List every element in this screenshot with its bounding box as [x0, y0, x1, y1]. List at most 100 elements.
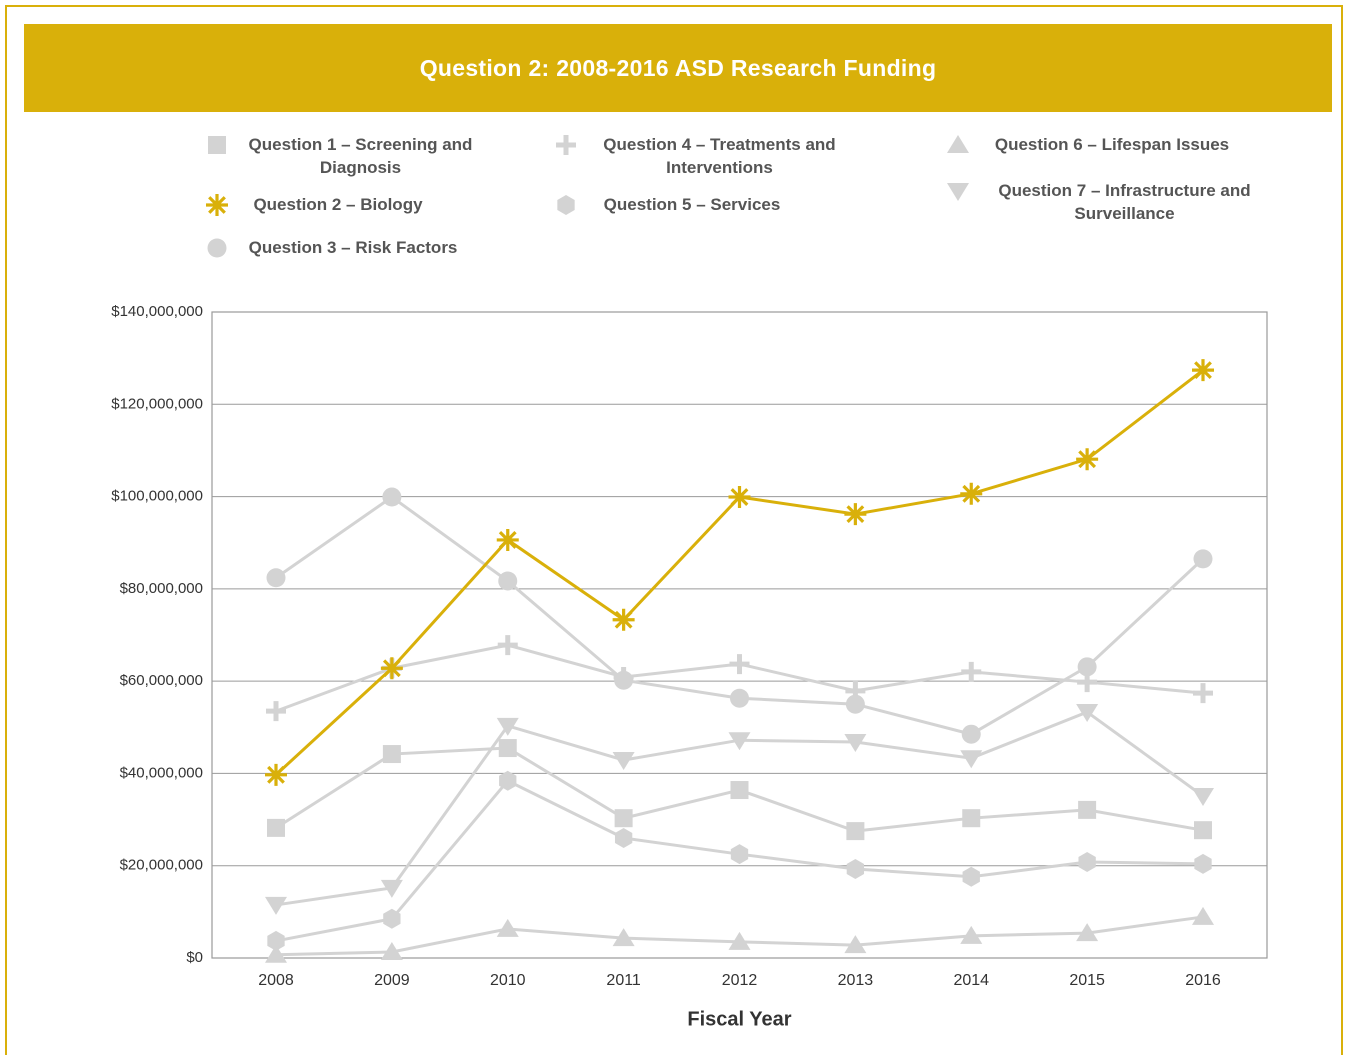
data-point: [730, 844, 749, 865]
data-point: [266, 568, 286, 588]
x-tick-label: 2010: [490, 972, 526, 989]
data-point: [1194, 821, 1212, 840]
legend-marker: [947, 183, 969, 201]
y-tick-label: $20,000,000: [120, 857, 203, 874]
data-point: [961, 724, 981, 744]
data-point: [498, 739, 517, 758]
legend-label: Question 5 – Services: [603, 195, 781, 214]
data-point: [612, 752, 635, 771]
data-point: [380, 942, 403, 961]
data-point: [846, 858, 865, 879]
data-point: [383, 908, 401, 929]
legend-label: Question 1 – Screening and Diagnosis: [248, 135, 473, 177]
data-point: [496, 717, 519, 736]
data-point: [962, 866, 980, 887]
data-point: [728, 931, 751, 950]
y-tick-label: $140,000,000: [111, 303, 203, 320]
legend-marker: [207, 238, 227, 258]
data-point: [728, 732, 751, 751]
plot-border: [211, 311, 1268, 959]
data-point: [845, 680, 866, 701]
data-point: [612, 608, 635, 631]
data-point: [496, 918, 519, 937]
data-point: [499, 770, 517, 791]
x-tick-label: 2009: [374, 972, 410, 989]
legend-label: Question 4 – Treatments and Intervention…: [603, 135, 836, 177]
data-point: [497, 635, 518, 656]
data-point: [382, 487, 402, 507]
data-point: [1077, 657, 1097, 677]
data-point: [380, 657, 403, 680]
data-point: [265, 944, 287, 963]
legend-label: Question 2 – Biology: [253, 195, 423, 214]
data-point: [960, 925, 983, 944]
data-point: [846, 822, 865, 841]
data-point: [728, 486, 751, 509]
data-point: [498, 571, 518, 591]
data-point: [1192, 906, 1214, 925]
data-point: [962, 809, 981, 828]
legend-marker: [947, 135, 969, 153]
data-point: [730, 688, 749, 708]
data-point: [1193, 683, 1213, 704]
legend-marker: [556, 135, 576, 155]
data-point: [1193, 549, 1213, 569]
x-tick-label: 2015: [1069, 972, 1105, 989]
y-tick-label: $40,000,000: [120, 764, 203, 781]
x-tick-label: 2013: [838, 972, 874, 989]
series: [265, 359, 1214, 786]
data-point: [380, 879, 403, 898]
x-tick-label: 2012: [722, 972, 758, 989]
data-point: [729, 654, 750, 675]
data-point: [266, 701, 286, 722]
x-tick-label: 2008: [258, 972, 294, 989]
data-point: [612, 928, 635, 947]
data-point: [1192, 359, 1214, 382]
data-point: [960, 482, 983, 505]
data-point: [382, 745, 401, 764]
y-tick-label: $0: [186, 949, 203, 966]
series: [267, 770, 1212, 951]
x-tick-label: 2014: [953, 972, 989, 989]
series: [265, 906, 1214, 963]
series: [266, 487, 1213, 744]
data-point: [960, 750, 983, 769]
data-point: [845, 694, 865, 714]
series: [265, 704, 1214, 915]
legend-label: Question 7 – Infrastructure and Surveill…: [998, 181, 1251, 223]
y-tick-label: $80,000,000: [120, 580, 203, 597]
legend-marker: [208, 136, 226, 154]
y-tick-label: $100,000,000: [111, 488, 203, 505]
x-tick-label: 2011: [606, 972, 641, 989]
data-point: [844, 734, 867, 753]
data-point: [1076, 448, 1099, 471]
data-point: [1076, 923, 1099, 942]
data-point: [1077, 672, 1098, 693]
data-point: [267, 930, 285, 951]
x-tick-label: 2016: [1185, 972, 1221, 989]
data-point: [1078, 800, 1097, 819]
data-point: [614, 828, 633, 849]
data-point: [265, 896, 287, 915]
data-point: [496, 528, 519, 551]
data-point: [265, 763, 287, 786]
frame: [5, 5, 1343, 1055]
data-point: [613, 666, 634, 687]
data-point: [1078, 852, 1096, 873]
legend-marker: [557, 195, 575, 215]
data-point: [844, 935, 867, 954]
data-point: [730, 781, 749, 800]
data-point: [1194, 853, 1212, 874]
y-tick-label: $120,000,000: [111, 395, 203, 412]
data-point: [1076, 704, 1099, 723]
y-tick-label: $60,000,000: [120, 672, 203, 689]
series: [266, 635, 1213, 722]
x-axis-label: Fiscal Year: [687, 1008, 791, 1030]
data-point: [961, 661, 982, 682]
legend-label: Question 6 – Lifespan Issues: [994, 135, 1230, 154]
legend-label: Question 3 – Risk Factors: [248, 238, 458, 257]
chart-title: Question 2: 2008-2016 ASD Research Fundi…: [24, 24, 1332, 112]
series: [267, 739, 1212, 841]
